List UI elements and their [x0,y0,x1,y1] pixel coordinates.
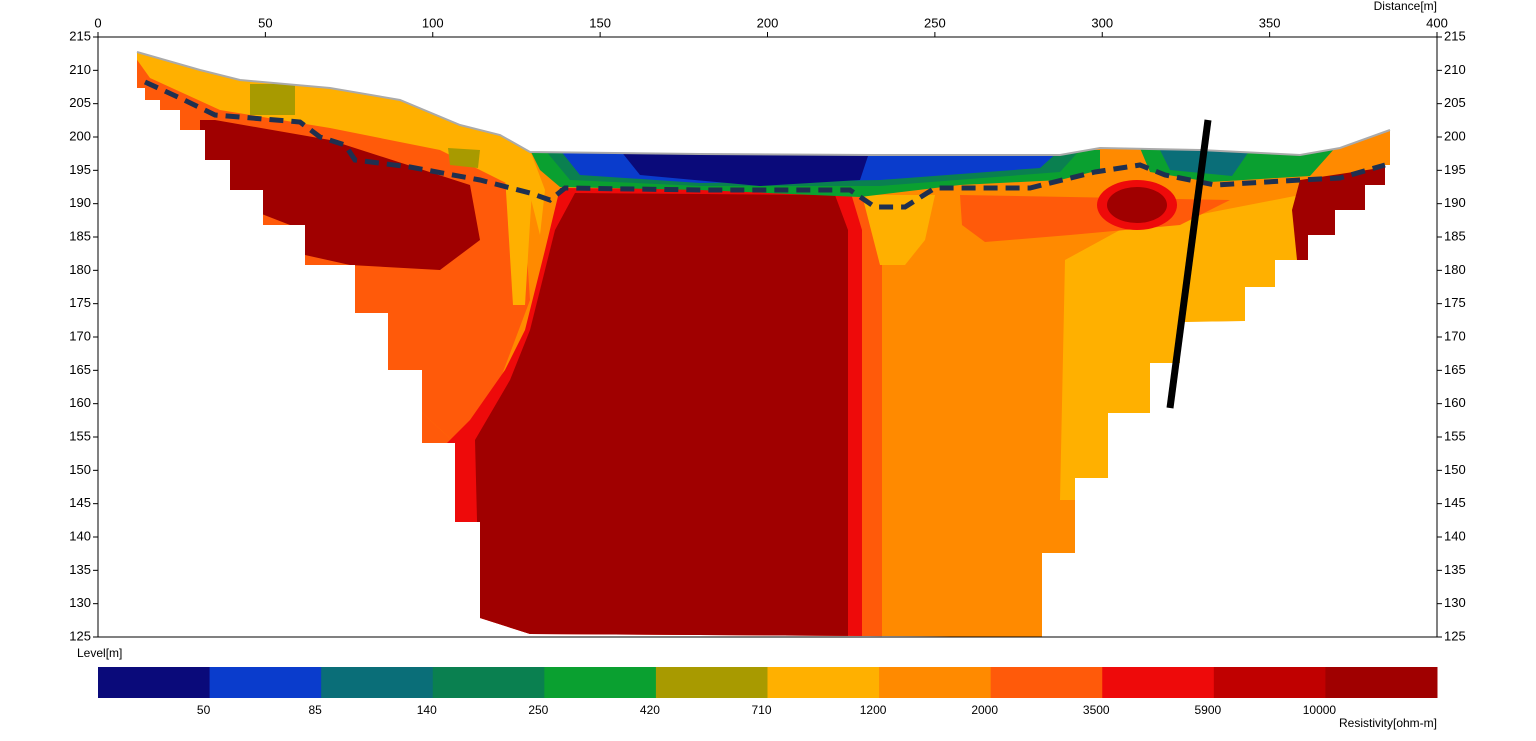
y-tick-label-right: 190 [1444,195,1466,210]
colorbar-cell [1102,667,1215,698]
interpreted-boundary [143,79,1386,210]
x-tick-label: 0 [94,15,101,30]
y-tick-label-right: 175 [1444,295,1466,310]
y-tick-label: 190 [69,195,91,210]
x-tick-label: 250 [924,15,946,30]
resistivity-zone [448,148,480,168]
y-tick-label-right: 155 [1444,428,1466,443]
y-tick-label: 150 [69,462,91,477]
x-tick-label: 400 [1426,15,1448,30]
overlay [136,51,1391,409]
colorbar-cell [321,667,434,698]
colorbar-cell [1325,667,1438,698]
colorbar-cell [209,667,322,698]
resistivity-zone [137,52,545,235]
y-tick-label-right: 145 [1444,495,1466,510]
y-tick-label-right: 150 [1444,462,1466,477]
fault-line [1166,119,1212,409]
x-tick-label: 150 [589,15,611,30]
y-tick-label: 165 [69,362,91,377]
y-tick-label-right: 130 [1444,595,1466,610]
colorbar-tick-label: 250 [528,703,548,717]
colorbar-cell [1213,667,1326,698]
resistivity-zone [505,175,532,305]
y-tick-label-right: 200 [1444,128,1466,143]
x-tick-label: 100 [422,15,444,30]
colorbar-cell [98,667,211,698]
y-tick-label: 205 [69,95,91,110]
y-tick-label: 210 [69,62,91,77]
x-tick-label: 50 [258,15,272,30]
colorbar-cell [655,667,768,698]
y-tick-label-right: 185 [1444,228,1466,243]
y-tick-label-right: 160 [1444,395,1466,410]
colorbar-tick-label: 1200 [860,703,887,717]
y-tick-label: 135 [69,562,91,577]
colorbar-cell [990,667,1103,698]
resistivity-zone [475,193,848,637]
colorbar-tick-label: 85 [308,703,322,717]
colorbar-label: Resistivity[ohm-m] [1339,716,1437,730]
y-tick-label-right: 165 [1444,362,1466,377]
resistivity-zone [1107,187,1167,223]
y-tick-label: 140 [69,528,91,543]
colorbar-cell [432,667,545,698]
y-tick-label-right: 210 [1444,62,1466,77]
y-tick-label: 160 [69,395,91,410]
colorbar-tick-label: 2000 [971,703,998,717]
colorbar-tick-label: 710 [751,703,771,717]
y-tick-label-right: 205 [1444,95,1466,110]
colorbar-tick-label: 140 [417,703,437,717]
y-tick-label: 130 [69,595,91,610]
y-tick-label: 170 [69,328,91,343]
y-tick-label: 125 [69,628,91,643]
y-tick-label: 185 [69,228,91,243]
colorbar-cell [767,667,880,698]
x-tick-label: 200 [757,15,779,30]
colorbar-tick-label: 5900 [1194,703,1221,717]
y-axis-label: Level[m] [77,646,122,660]
colorbar-cell [879,667,992,698]
x-tick-label: 300 [1091,15,1113,30]
y-tick-label-right: 195 [1444,162,1466,177]
y-tick-label: 195 [69,162,91,177]
resistivity-zone [620,150,870,186]
resistivity-zone [200,120,480,270]
ground-surface [136,51,1391,157]
colorbar-tick-label: 10000 [1303,703,1337,717]
resistivity-zone [862,195,935,265]
y-tick-label: 145 [69,495,91,510]
y-tick-label: 215 [69,28,91,43]
y-tick-label-right: 125 [1444,628,1466,643]
y-tick-label: 175 [69,295,91,310]
x-tick-label: 350 [1259,15,1281,30]
y-tick-label: 155 [69,428,91,443]
resistivity-zone [250,84,295,115]
y-tick-label-right: 215 [1444,28,1466,43]
colorbar-tick-label: 3500 [1083,703,1110,717]
y-tick-label-right: 140 [1444,528,1466,543]
y-tick-label: 200 [69,128,91,143]
y-tick-label-right: 170 [1444,328,1466,343]
colorbar-tick-label: 420 [640,703,660,717]
colorbar-tick-label: 50 [197,703,211,717]
y-tick-label-right: 135 [1444,562,1466,577]
y-tick-label: 180 [69,262,91,277]
colorbar-cell [544,667,657,698]
y-tick-label-right: 180 [1444,262,1466,277]
x-axis-label: Distance[m] [1374,0,1437,13]
